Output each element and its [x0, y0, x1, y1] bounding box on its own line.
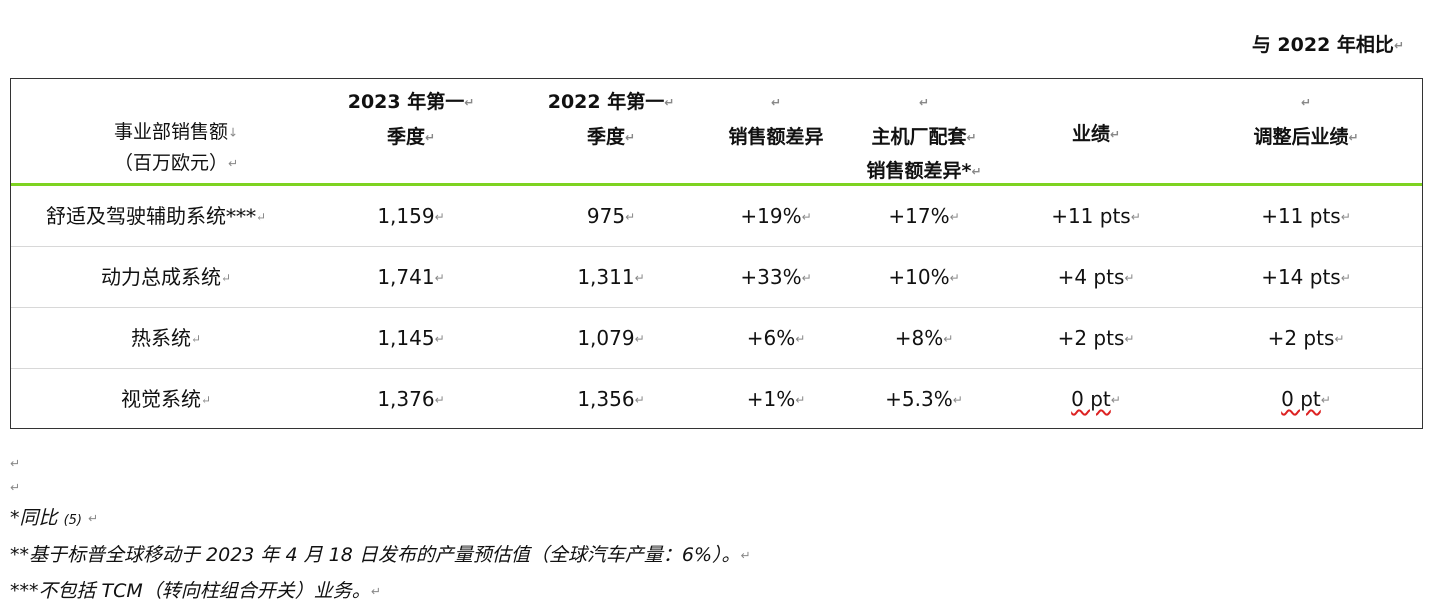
q1-2022-value: 975↵: [586, 204, 636, 228]
header-q1-2022: 2022 年第一↵ 季度↵: [547, 91, 675, 148]
table-row: 热系统↵ 1,145↵ 1,079↵ +6%↵ +8%↵ +2 pts↵ +2 …: [11, 308, 1422, 369]
sales-diff-value: +1%↵: [746, 387, 806, 411]
oem-diff-value: +5.3%↵: [885, 387, 963, 411]
adjusted-value: +2 pts↵: [1267, 326, 1345, 350]
division-name: 动力总成系统↵: [100, 265, 232, 289]
q1-2023-value: 1,376↵: [377, 387, 445, 411]
q1-2023-value: 1,145↵: [377, 326, 445, 350]
table-header-row: 事业部销售额↓ （百万欧元）↵ 2023 年第一↵ 季度↵ 2022 年第一↵ …: [11, 79, 1422, 186]
footnote-tcm-exclusion: ***不包括 TCM（转向柱组合开关）业务。↵: [10, 580, 381, 602]
comparison-note: 与 2022 年相比↵: [1251, 34, 1404, 56]
q1-2022-value: 1,079↵: [577, 326, 645, 350]
empty-paragraph-mark: ↵: [10, 480, 21, 495]
header-sales-diff: ↵ 销售额差异: [728, 95, 824, 148]
table-row: 舒适及驾驶辅助系统***↵ 1,159↵ 975↵ +19%↵ +17%↵ +1…: [11, 186, 1422, 247]
q1-2022-value: 1,311↵: [577, 265, 645, 289]
division-name: 视觉系统↵: [120, 387, 212, 411]
sales-table: 事业部销售额↓ （百万欧元）↵ 2023 年第一↵ 季度↵ 2022 年第一↵ …: [10, 78, 1423, 429]
footnote-yoy: *同比 (5) ↵: [10, 507, 99, 529]
performance-value: +2 pts↵: [1057, 326, 1135, 350]
table-row: 视觉系统↵ 1,376↵ 1,356↵ +1%↵ +5.3%↵ 0 pt↵ 0 …: [11, 369, 1422, 430]
oem-diff-value: +17%↵: [888, 204, 960, 228]
header-oem-sales-diff: ↵ 主机厂配套↵ 销售额差异*↵: [866, 95, 982, 183]
performance-value: +4 pts↵: [1057, 265, 1135, 289]
division-name: 热系统↵: [130, 326, 202, 350]
q1-2023-value: 1,741↵: [377, 265, 445, 289]
header-performance: 业绩↵: [1071, 123, 1121, 145]
header-division-sales: 事业部销售额↓ （百万欧元）↵: [113, 121, 239, 174]
oem-diff-value: +8%↵: [894, 326, 954, 350]
header-adjusted-performance: ↵ 调整后业绩↵: [1253, 95, 1359, 148]
adjusted-value: 0 pt↵: [1281, 387, 1331, 411]
sales-diff-value: +19%↵: [740, 204, 812, 228]
division-name: 舒适及驾驶辅助系统***↵: [45, 204, 267, 228]
q1-2022-value: 1,356↵: [577, 387, 645, 411]
oem-diff-value: +10%↵: [888, 265, 960, 289]
performance-value: +11 pts↵: [1051, 204, 1141, 228]
header-q1-2023: 2023 年第一↵ 季度↵: [347, 91, 475, 148]
sales-diff-value: +6%↵: [746, 326, 806, 350]
adjusted-value: +11 pts↵: [1261, 204, 1351, 228]
empty-paragraph-mark: ↵: [10, 456, 21, 471]
sales-diff-value: +33%↵: [740, 265, 812, 289]
performance-value: 0 pt↵: [1071, 387, 1121, 411]
table-row: 动力总成系统↵ 1,741↵ 1,311↵ +33%↵ +10%↵ +4 pts…: [11, 247, 1422, 308]
q1-2023-value: 1,159↵: [377, 204, 445, 228]
adjusted-value: +14 pts↵: [1261, 265, 1351, 289]
footnote-production-estimate: **基于标普全球移动于 2023 年 4 月 18 日发布的产量预估值（全球汽车…: [10, 544, 751, 566]
